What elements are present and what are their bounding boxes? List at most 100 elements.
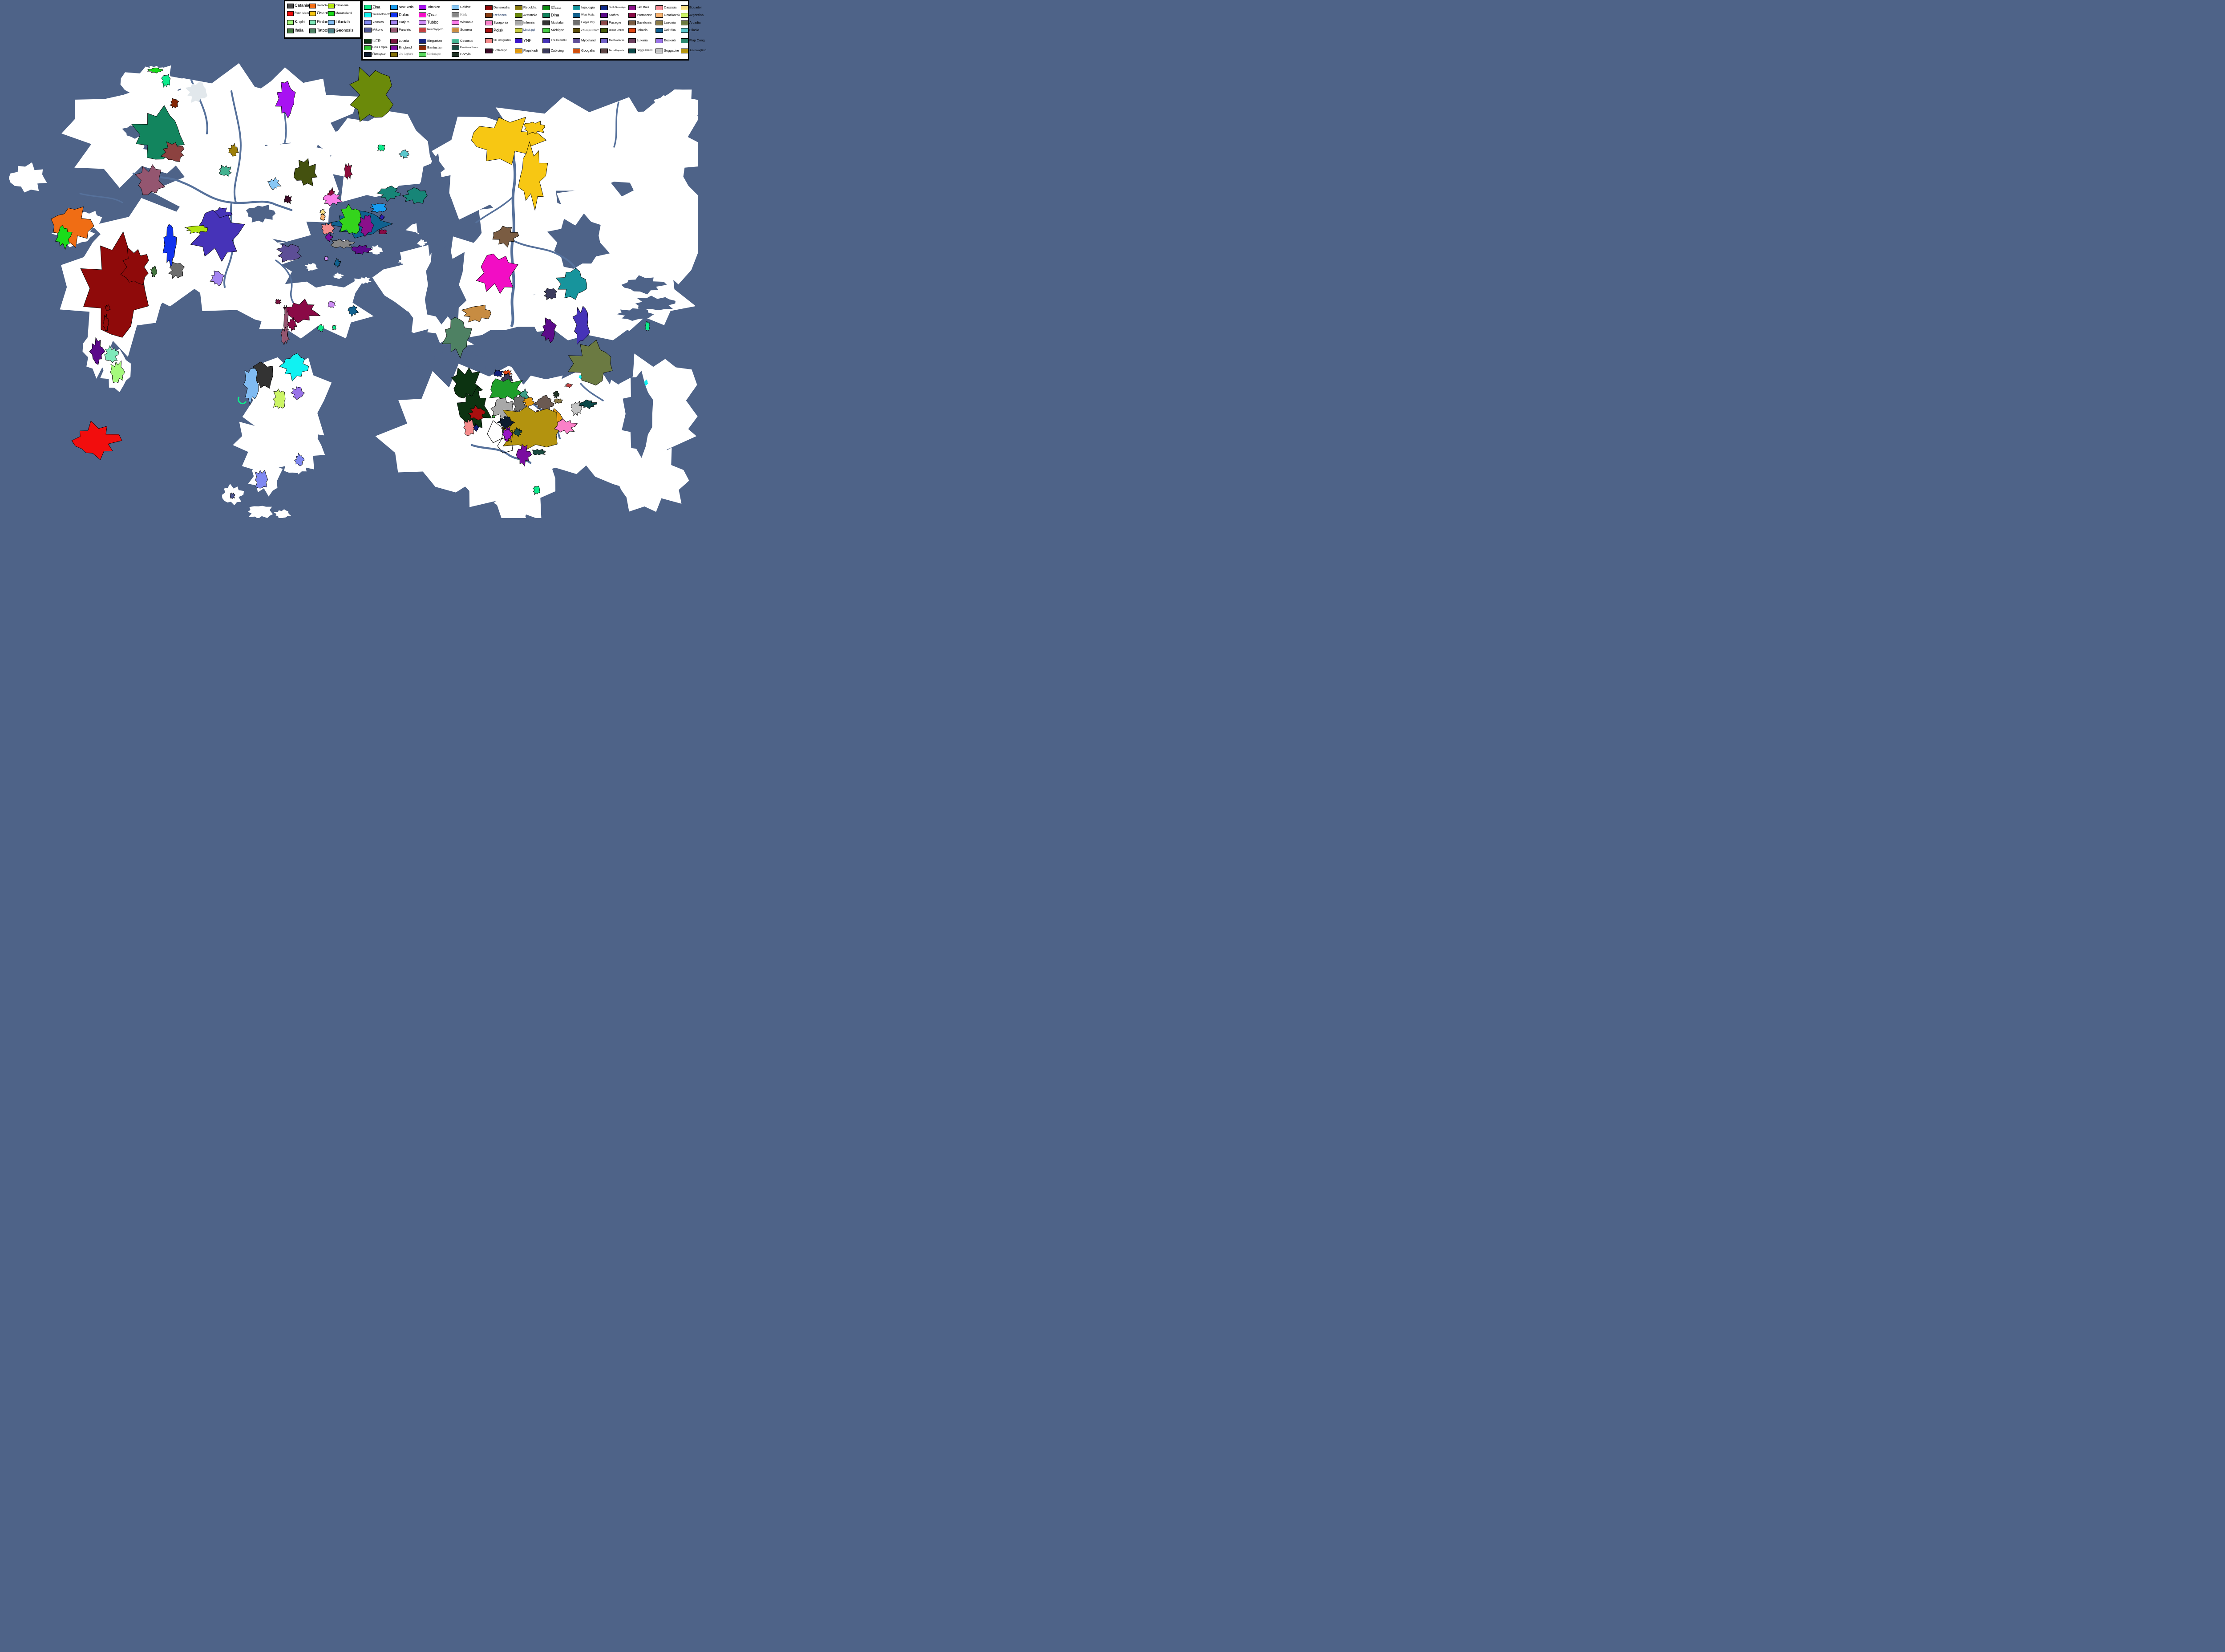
legend-color-swatch — [515, 49, 522, 53]
legend-label: Geonosis — [336, 28, 354, 33]
legend-column: Iujadogia West Malia Floppa City chunguslan… — [363, 1, 688, 59]
legend-label: The Deadlands — [609, 39, 625, 42]
legend-label: Pasagre — [609, 20, 621, 25]
legend-color-swatch — [452, 28, 459, 32]
legend-entry: Gheyla — [452, 52, 471, 57]
legend-entry: Könbatyşçir — [419, 52, 441, 57]
region-lutaria-bits-a — [344, 162, 353, 180]
legend-color-swatch — [287, 28, 294, 33]
legend-entry: Duloc — [390, 12, 409, 17]
legend-column: south Gensokyo Dina Mustafar Michigan The Rep… — [363, 1, 688, 59]
legend-color-swatch — [419, 20, 426, 25]
legend-color-swatch — [600, 38, 608, 43]
legend-color-swatch — [364, 5, 372, 10]
region-geldve-west — [267, 177, 282, 190]
legend-label: Tierra Flopeste — [609, 49, 624, 53]
legend-color-swatch — [542, 13, 550, 18]
legend-color-swatch — [655, 13, 663, 18]
legend-label: Myoeland — [581, 38, 596, 43]
legend-label: Flopskadi — [523, 49, 538, 53]
legend-label: Arstotzka — [523, 13, 538, 17]
region-duloc-west — [162, 224, 177, 270]
region-kaphi-crescent-island — [110, 360, 125, 383]
region-savalonia-east — [492, 226, 519, 248]
region-arcadia-east — [567, 339, 613, 386]
legend-entry: Whoania — [452, 20, 473, 25]
legend-label: Dzackazak — [664, 13, 680, 17]
region-tritonien-region — [275, 81, 296, 119]
legend-entry: Tritonien — [419, 5, 440, 10]
legend-label: Argentina — [689, 13, 704, 17]
legend-label: Sothro — [609, 13, 619, 17]
legend-label: Arcadia — [689, 20, 701, 25]
legend-color-swatch — [452, 12, 459, 17]
legend-entry: Dina — [542, 13, 559, 18]
legend-entry: Provisional Junta — [452, 45, 478, 50]
region-dunavodia-speck-b — [102, 314, 109, 331]
legend-entry: Arstotzka — [515, 13, 537, 18]
legend-box-right: Zina Yakamotomoto Yamato Mikono UFR Lime Empi… — [361, 0, 706, 61]
legend-color-swatch — [452, 52, 459, 57]
legend-label: Macanaland — [336, 12, 352, 15]
region-sr-bongustan-se — [463, 418, 475, 436]
region-sothro-strip — [352, 244, 373, 255]
legend-label: Googalia — [581, 49, 595, 53]
legend-color-swatch — [655, 49, 663, 53]
legend-entry: Jun-Swagland — [681, 49, 706, 53]
region-jojoian-blob — [293, 158, 318, 186]
region-polsk-se — [468, 405, 485, 421]
legend-entry: Lutaria — [390, 39, 409, 44]
legend-column: Catacoria Macanaland Lilaciah Geonosis — [285, 1, 360, 37]
legend-box-left: Catania Feur Island Kaphi Ifalia Isernotaria… — [284, 0, 361, 39]
region-west-malia-south-blob — [348, 305, 359, 317]
legend-label: Lime Empire — [372, 46, 388, 49]
legend-entry: Floppa City — [573, 20, 595, 25]
region-bingustan-dot — [378, 214, 385, 220]
region-eliasia-islet — [398, 149, 409, 159]
region-pale-gray-island — [185, 82, 208, 103]
region-bingland-west — [324, 232, 334, 243]
legend-entry: Osania — [309, 11, 330, 16]
legend-entry: Lilaciah — [328, 20, 350, 25]
region-cyan-east-speck-b — [578, 375, 582, 379]
legend-entry: Yamato — [364, 20, 384, 25]
region-tubbo-tiny — [324, 255, 329, 262]
legend-color-swatch — [328, 4, 335, 8]
legend-entry: Macanaland — [328, 11, 352, 16]
legend-color-swatch — [485, 13, 493, 18]
region-tubbo-south — [328, 300, 336, 309]
bay — [410, 153, 455, 256]
legend-color-swatch — [452, 45, 459, 50]
region-bantustan-islet — [170, 98, 179, 109]
legend-entry: The Republic — [542, 38, 566, 43]
legend-column: New Yetia Duloc Catjam Paraleis Lutaria Bingl… — [363, 1, 688, 59]
region-finland-crescent-island — [104, 345, 119, 363]
legend-color-swatch — [542, 5, 550, 10]
legend-color-swatch — [364, 52, 372, 57]
region-portosene-east-blob — [378, 229, 388, 234]
legend-label: Yakamotomoto — [372, 13, 390, 16]
legend-entry: Plompystan — [364, 52, 386, 57]
legend-entry: Kaphi — [287, 20, 305, 25]
landmass — [308, 111, 436, 202]
legend-color-swatch — [485, 28, 493, 33]
legend-label: Iujadogia — [581, 5, 595, 10]
legend-color-swatch — [542, 38, 550, 43]
legend-label: Corinthius — [664, 28, 676, 32]
legend-color-swatch — [485, 49, 493, 53]
legend-column: Equador Argentina Arcadia Eliasia Flop Cong J… — [363, 1, 706, 59]
landmass — [457, 437, 556, 518]
legend-label: YNF — [523, 38, 531, 43]
legend-label: Bingustan — [427, 39, 442, 43]
region-dzackazak-west — [320, 212, 326, 221]
legend-color-swatch — [309, 28, 316, 33]
legend-label: UFR — [372, 39, 381, 44]
region-zina-mid — [377, 144, 385, 152]
landmass — [8, 162, 47, 193]
legend-entry: Infernia — [515, 20, 534, 25]
legend-color-swatch — [681, 20, 688, 25]
legend-label: Geldve — [460, 5, 471, 9]
legend-entry: Flopskadi — [515, 49, 538, 53]
legend-label: Cascisia — [664, 5, 677, 10]
legend-label: Feur Island — [295, 12, 310, 15]
